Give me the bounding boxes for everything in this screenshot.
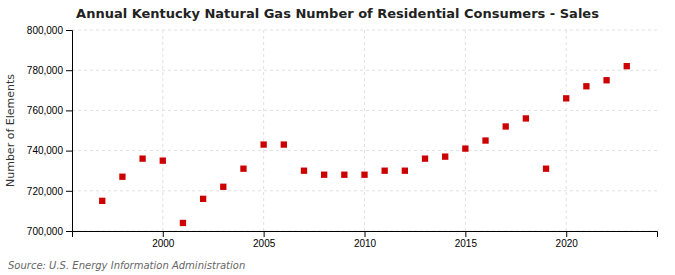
tick: 800,000 (27, 25, 72, 36)
y-axis-title: Number of Elements (4, 74, 17, 187)
point (442, 153, 448, 159)
tick: 780,000 (27, 65, 72, 76)
tick-mark (365, 231, 366, 237)
grid-line (465, 30, 466, 231)
point (402, 168, 408, 174)
tick: 2000 (152, 231, 175, 249)
tick-mark (465, 231, 466, 237)
annotation: Source: U.S. Energy Information Administ… (8, 260, 245, 271)
point (281, 141, 287, 147)
tick-label: 700,000 (27, 226, 64, 237)
grid-line (72, 190, 657, 191)
point (321, 172, 327, 178)
tick: 760,000 (27, 105, 72, 116)
grid-line (364, 30, 365, 231)
tick-label: 2000 (152, 238, 175, 249)
tick: 720,000 (27, 186, 72, 197)
tick-label: 780,000 (27, 65, 64, 76)
tick: 2010 (354, 231, 377, 249)
grid-line (72, 70, 657, 71)
point (361, 172, 367, 178)
tick-mark (66, 30, 72, 31)
point (603, 77, 609, 83)
point (240, 166, 246, 172)
x-axis: 2000 2005 2010 2015 2020 (73, 231, 658, 249)
point (301, 168, 307, 174)
tick: 2020 (556, 231, 579, 249)
point (462, 145, 468, 151)
tick-mark (66, 191, 72, 192)
grid-line (566, 30, 567, 231)
point (119, 174, 125, 180)
tick-label: 2010 (354, 238, 377, 249)
tick-mark (163, 231, 164, 237)
title: Annual Kentucky Natural Gas Number of Re… (76, 6, 599, 21)
tick-label: 740,000 (27, 145, 64, 156)
tick: 700,000 (27, 226, 72, 237)
point (139, 155, 145, 161)
tick-mark (264, 231, 265, 237)
tick: 2015 (455, 231, 478, 249)
tick-mark (566, 231, 567, 237)
tick-label: 720,000 (27, 186, 64, 197)
y-axis: 700,000 720,000 740,000 760,000 780,000 800,0… (27, 25, 73, 237)
tick-label: 2005 (253, 238, 276, 249)
tick-mark (66, 110, 72, 111)
point (99, 198, 105, 204)
tick-label: 2015 (455, 238, 478, 249)
point (583, 83, 589, 89)
point (563, 95, 569, 101)
tick: 2005 (253, 231, 276, 249)
point (200, 196, 206, 202)
point (180, 220, 186, 226)
tick-label: 760,000 (27, 105, 64, 116)
point (503, 123, 509, 129)
point (482, 137, 488, 143)
grid-line (162, 30, 163, 231)
point (624, 63, 630, 69)
tick: 740,000 (27, 145, 72, 156)
point (220, 184, 226, 190)
tick-mark (66, 151, 72, 152)
tick-label: 800,000 (27, 25, 64, 36)
point (260, 141, 266, 147)
axis-line (66, 31, 73, 232)
point (422, 155, 428, 161)
tick-mark (66, 70, 72, 71)
point (382, 168, 388, 174)
chart: 2000 2005 2010 2015 2020 700,000 720,000 740,00… (0, 0, 675, 275)
points (99, 63, 630, 226)
point (160, 157, 166, 163)
point (523, 115, 529, 121)
tick-mark (66, 231, 72, 232)
point (543, 166, 549, 172)
point (341, 172, 347, 178)
plot-area: 2000 2005 2010 2015 2020 700,000 720,000 740,00… (27, 25, 658, 249)
axis-line (73, 232, 658, 238)
grid-line (263, 30, 264, 231)
tick-label: 2020 (556, 238, 579, 249)
grid (72, 30, 657, 231)
